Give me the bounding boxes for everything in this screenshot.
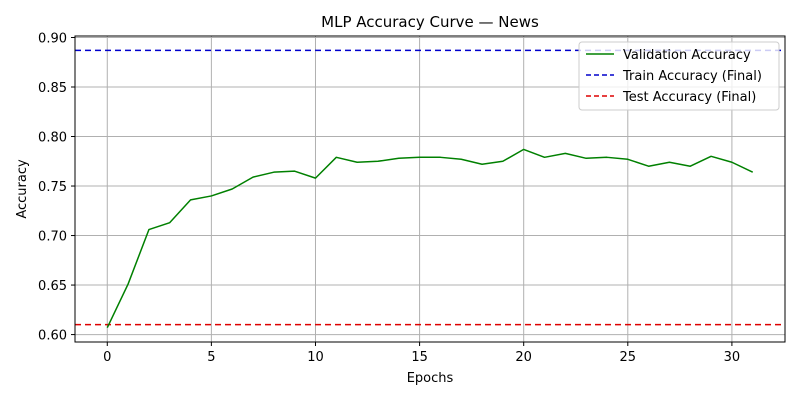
legend-label-train: Train Accuracy (Final) (622, 69, 762, 84)
legend-box (578, 41, 780, 111)
legend-label-test: Test Accuracy (Final) (622, 90, 756, 105)
y-axis-label: Accuracy (15, 159, 30, 219)
y-tick-label: 0.60 (38, 329, 67, 344)
y-tick-label: 0.70 (38, 230, 67, 245)
y-tick-label: 0.85 (38, 81, 67, 96)
x-axis-ticks: 0 5 10 15 20 25 30 (103, 342, 740, 365)
chart-title: MLP Accuracy Curve — News (321, 13, 539, 31)
y-tick-label: 0.80 (38, 131, 67, 146)
x-tick-label: 30 (724, 350, 741, 365)
x-tick-label: 15 (411, 350, 428, 365)
plot-frame (74, 35, 786, 343)
validation-accuracy-line (106, 148, 754, 328)
x-tick-label: 10 (307, 350, 324, 365)
y-tick-label: 0.65 (38, 279, 67, 294)
series-layer (106, 148, 754, 328)
legend: Validation Accuracy Train Accuracy (Fina… (578, 41, 780, 111)
x-tick-label: 25 (620, 350, 637, 365)
x-tick-label: 0 (103, 350, 111, 365)
x-axis-label: Epochs (407, 371, 454, 386)
x-tick-label: 20 (515, 350, 532, 365)
y-axis-ticks: 0.60 0.65 0.70 0.75 0.80 0.85 0.90 (38, 31, 75, 344)
y-tick-label: 0.75 (38, 180, 67, 195)
x-tick-label: 5 (207, 350, 215, 365)
legend-label-validation: Validation Accuracy (623, 48, 751, 63)
y-tick-label: 0.90 (38, 31, 67, 46)
